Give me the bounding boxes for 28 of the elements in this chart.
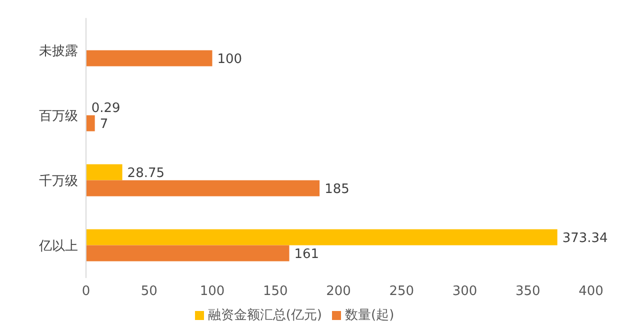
x-tick-label: 400 [578,284,604,300]
data-label: 100 [217,52,242,67]
y-tick-label: 千万级 [39,174,78,190]
data-label: 28.75 [127,166,165,181]
bar [86,115,95,132]
x-tick-label: 200 [326,284,351,300]
x-tick-label: 0 [82,284,90,300]
y-tick-label: 亿以上 [38,239,78,254]
bar [86,180,320,196]
x-tick-label: 250 [389,284,414,300]
bar [86,245,290,262]
data-label: 161 [294,246,320,262]
x-tick-label: 100 [200,284,225,300]
bar [86,164,122,180]
y-tick-label: 百万级 [39,109,78,124]
y-tick-label: 未披露 [39,44,78,60]
bar [86,229,558,246]
data-label: 0.29 [91,100,120,116]
data-label: 185 [324,182,350,197]
data-label: 7 [100,116,108,132]
bar [86,50,212,66]
x-tick-label: 50 [140,284,158,300]
legend-label: 融资金额汇总(亿元) [208,308,322,323]
x-tick-label: 150 [262,284,288,300]
x-tick-label: 300 [452,284,478,300]
legend-label: 数量(起) [345,308,394,323]
data-label: 373.34 [562,230,608,246]
x-tick-label: 350 [515,284,540,300]
